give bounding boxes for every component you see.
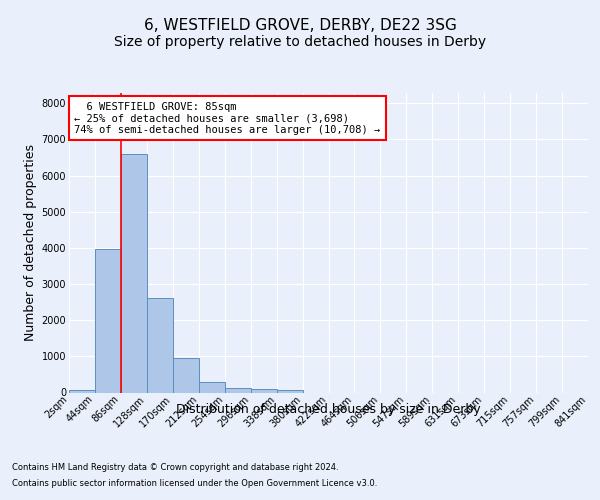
Bar (95, 248, 121, 392)
Text: Contains public sector information licensed under the Open Government Licence v3: Contains public sector information licen… (12, 479, 377, 488)
Y-axis label: Number of detached properties: Number of detached properties (25, 144, 37, 341)
Bar (173, 358, 199, 392)
Bar (251, 389, 277, 392)
Bar (69, 390, 95, 392)
Text: 6 WESTFIELD GROVE: 85sqm
← 25% of detached houses are smaller (3,698)
74% of sem: 6 WESTFIELD GROVE: 85sqm ← 25% of detach… (74, 102, 380, 134)
Text: Distribution of detached houses by size in Derby: Distribution of detached houses by size … (176, 402, 481, 415)
Bar (277, 390, 302, 392)
Text: Contains HM Land Registry data © Crown copyright and database right 2024.: Contains HM Land Registry data © Crown c… (12, 462, 338, 471)
Bar (225, 388, 251, 392)
Text: 6, WESTFIELD GROVE, DERBY, DE22 3SG: 6, WESTFIELD GROVE, DERBY, DE22 3SG (143, 18, 457, 32)
Bar (147, 298, 173, 392)
Text: Size of property relative to detached houses in Derby: Size of property relative to detached ho… (114, 35, 486, 49)
Bar (199, 382, 224, 392)
Bar (121, 154, 147, 392)
